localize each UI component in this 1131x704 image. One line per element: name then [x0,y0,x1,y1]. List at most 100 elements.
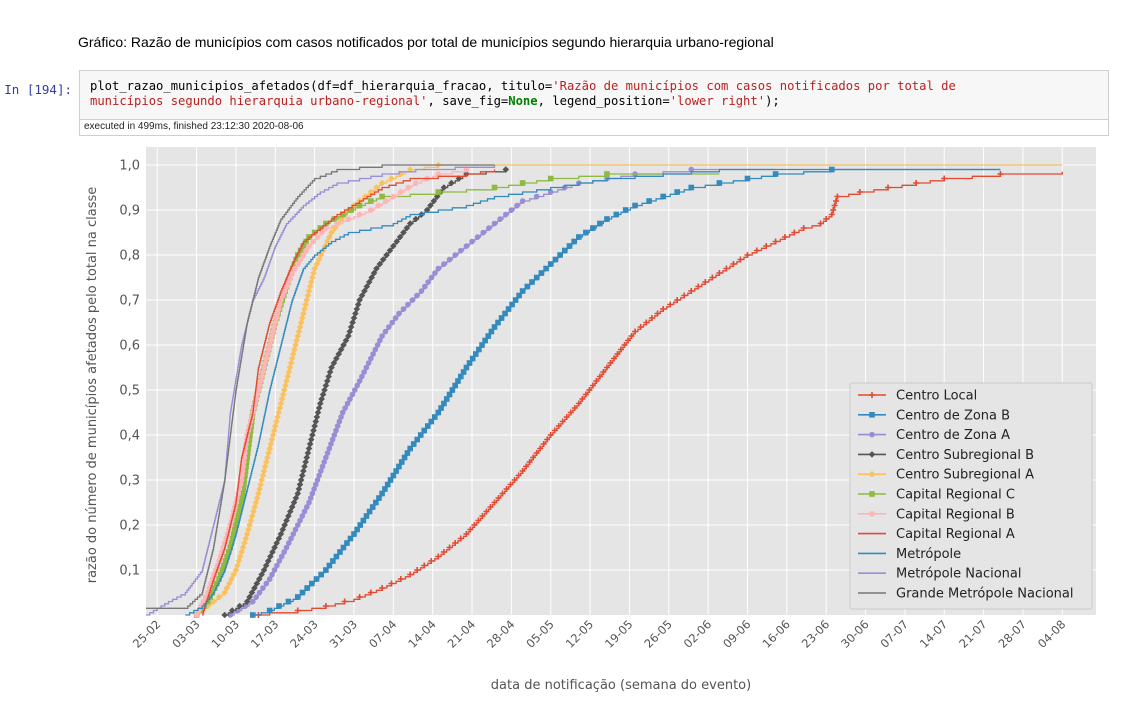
data-point [294,261,301,267]
data-point [466,360,473,366]
data-point [674,297,681,303]
cell-prompt: In [194]: [4,82,72,97]
data-point [533,274,540,281]
data-point [772,238,779,245]
data-point [287,274,294,281]
data-point [266,576,273,582]
data-point [260,467,268,475]
data-point [242,535,250,542]
x-tick-label: 21-04 [445,617,479,651]
data-point [251,503,258,511]
data-point [455,378,461,384]
y-tick-label: 0,1 [119,564,140,579]
data-point [313,576,320,582]
data-point [248,512,256,520]
legend-label: Grande Metrópole Nacional [896,587,1074,602]
data-point [318,229,325,236]
data-point [256,589,263,596]
data-point [723,265,730,272]
data-point [368,207,374,213]
data-point [242,468,249,474]
code-string: 'lower right' [669,94,766,108]
data-point [515,472,522,479]
data-point [341,598,348,605]
data-point [398,459,405,465]
data-point [285,279,292,285]
data-point [571,405,578,411]
code-string: municípios segundo hierarquia urbano-reg… [90,94,428,108]
data-point [833,198,840,204]
data-point [200,598,207,605]
data-point [307,436,315,443]
data-point [997,171,1004,177]
data-point [274,562,280,569]
data-point [300,467,307,475]
data-point [300,310,307,317]
data-point [413,180,419,186]
data-point [239,490,246,497]
data-point [243,530,251,538]
data-point [823,216,830,222]
data-point [215,593,223,601]
y-tick-label: 0,5 [119,384,140,399]
data-point [646,198,652,204]
data-point [339,409,346,416]
data-point [289,270,295,276]
data-point [369,504,376,510]
data-point [260,585,266,591]
data-point [579,396,586,402]
data-point [441,261,447,267]
data-point [460,369,467,375]
data-point [313,413,321,421]
data-point [292,494,300,502]
data-point [262,360,268,366]
series-line [146,165,496,616]
data-point [247,517,255,524]
data-point [472,351,479,357]
data-point [298,314,306,322]
data-point [309,490,316,497]
data-point [300,243,307,249]
data-point [267,440,275,448]
data-point [438,405,444,411]
data-point [414,292,420,299]
data-point [243,463,249,470]
data-point [446,391,453,398]
data-point [446,544,453,551]
series-line [185,168,1001,616]
data-point [221,589,228,596]
data-point [396,310,402,317]
series-grande-metr-pole-nacional [146,164,495,609]
data-point [269,548,276,556]
data-point [294,490,302,497]
data-point [702,279,709,285]
data-point [345,216,352,222]
data-point [330,359,338,367]
data-point [363,364,370,371]
data-point [373,265,380,272]
data-point [507,481,514,488]
data-point [258,571,265,578]
data-point [303,296,311,304]
data-point [283,283,290,290]
data-point [519,468,526,474]
data-point [409,297,416,303]
data-point [356,202,363,209]
data-point [346,328,354,335]
x-tick-label: 07-04 [366,617,400,651]
legend-label: Metrópole [896,547,961,562]
series-line [146,164,495,609]
data-point [271,544,278,551]
data-point [239,468,246,474]
data-point [716,180,723,186]
data-point [227,544,234,551]
data-point [276,301,283,308]
data-point [398,189,404,195]
code-cell[interactable]: plot_razao_municipios_afetados(df=df_hie… [79,70,1109,120]
data-point [410,441,417,447]
data-point [246,521,253,529]
data-point [280,386,288,394]
data-point [660,306,667,312]
data-point [229,535,236,542]
data-point [333,553,340,560]
